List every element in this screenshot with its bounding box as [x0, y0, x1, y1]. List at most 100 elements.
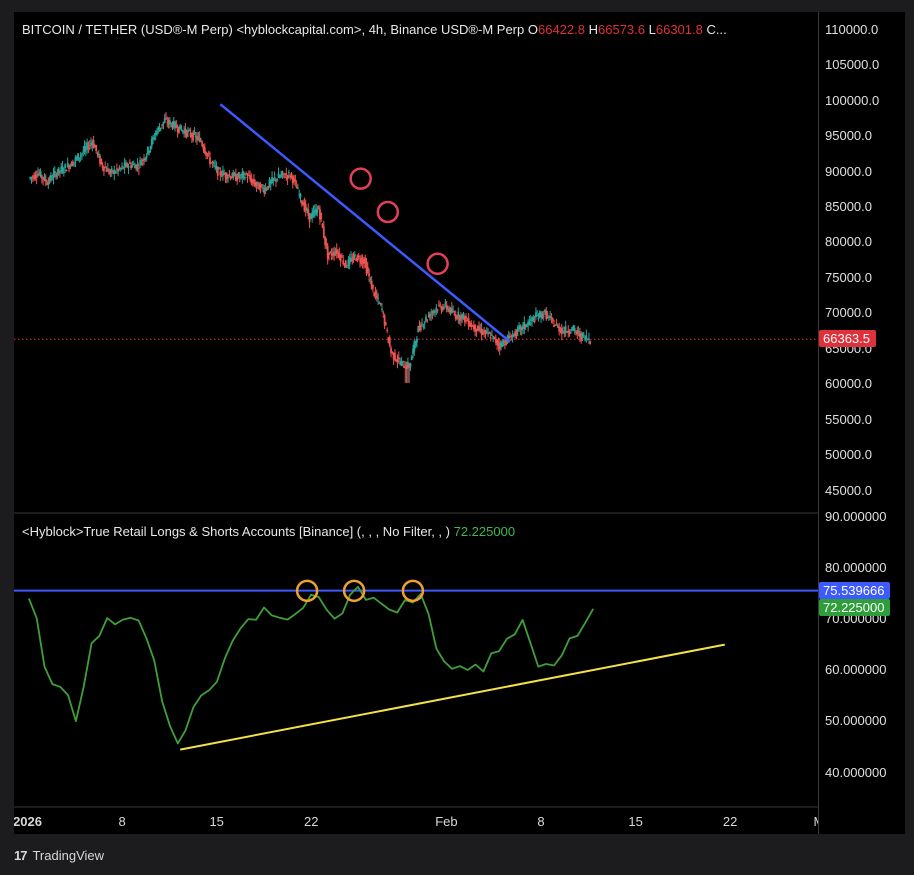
- time-tick-label: 8: [537, 814, 544, 829]
- tradingview-brand: TradingView: [32, 848, 104, 863]
- candle-body: [47, 182, 49, 185]
- price-tick-label: 80.000000: [819, 559, 892, 576]
- candle-body: [137, 164, 139, 166]
- candle-body: [554, 325, 556, 326]
- candle-body: [133, 164, 135, 165]
- price-axis[interactable]: 110000.0 105000.0 100000.0 95000.0 90000.0 85…: [818, 12, 905, 834]
- candle-body: [78, 157, 80, 158]
- time-tick-label: 22: [723, 814, 737, 829]
- candle-body: [284, 177, 286, 178]
- time-tick-label: 15: [209, 814, 223, 829]
- candle-body: [509, 336, 511, 337]
- candle-body: [89, 145, 91, 146]
- candle-body: [276, 179, 278, 180]
- candle-body: [170, 123, 172, 124]
- candle-body: [236, 177, 238, 180]
- price-tick-label: 70000.0: [819, 304, 878, 321]
- candle-body: [501, 343, 503, 347]
- candle-body: [261, 185, 263, 186]
- candle-body: [208, 153, 210, 154]
- candle-body: [342, 260, 344, 264]
- candle-body: [589, 341, 591, 343]
- candle-body: [535, 312, 537, 317]
- candle-body: [358, 256, 360, 257]
- candle-body: [144, 158, 146, 160]
- circle-marker: [428, 254, 448, 274]
- candle-body: [121, 166, 123, 167]
- candle-body: [578, 331, 580, 332]
- candle-body: [576, 330, 578, 334]
- tradingview-logo[interactable]: 17 TradingView: [14, 848, 104, 863]
- candle-body: [329, 252, 331, 253]
- chart-canvas[interactable]: 2026 8 15 22 Feb 8 15 22 Mar: [14, 12, 818, 834]
- candle-body: [139, 160, 141, 162]
- candle-body: [77, 153, 79, 160]
- candle-body: [364, 258, 366, 264]
- candle-body: [283, 173, 285, 174]
- candle-body: [285, 174, 287, 175]
- candle-body: [583, 335, 585, 336]
- candle-body: [488, 333, 490, 334]
- candle-body: [45, 179, 47, 182]
- candle-body: [318, 208, 320, 209]
- candle-body: [226, 174, 228, 180]
- price-tick-label: 95000.0: [819, 127, 878, 144]
- candle-body: [95, 145, 97, 151]
- candle-body: [62, 167, 64, 173]
- symbol-title: BITCOIN / TETHER (USD®-M Perp) <hyblockc…: [22, 22, 524, 37]
- candle-body: [247, 177, 249, 178]
- candle-body: [337, 252, 339, 253]
- candle-body: [98, 154, 100, 156]
- candle-body: [478, 326, 480, 329]
- candle-body: [81, 154, 83, 155]
- price-tick-label: 90000.0: [819, 163, 878, 180]
- price-tick-label: 45000.0: [819, 482, 878, 499]
- candle-body: [288, 172, 290, 173]
- candle-body: [385, 323, 387, 324]
- ascending-support-line: [180, 645, 725, 750]
- candle-body: [375, 291, 377, 295]
- candle-body: [153, 138, 155, 139]
- candle-body: [164, 119, 166, 123]
- time-tick-label: 22: [304, 814, 318, 829]
- candle-body: [424, 323, 426, 324]
- candle-body: [391, 352, 393, 353]
- candle-body: [260, 185, 262, 192]
- candle-body: [138, 168, 140, 169]
- candle-body: [228, 175, 230, 176]
- open-label: O: [528, 22, 538, 37]
- indicator-value: 72.225000: [454, 524, 515, 539]
- candle-body: [197, 136, 199, 137]
- candle-body: [222, 171, 224, 176]
- candle-body: [54, 171, 56, 173]
- candle-body: [354, 254, 356, 257]
- candle-body: [323, 227, 325, 238]
- candle-body: [73, 162, 75, 163]
- price-tick-label: 55000.0: [819, 411, 878, 428]
- candle-body: [194, 132, 196, 134]
- price-tick-label: 60.000000: [819, 661, 892, 678]
- candle-body: [482, 332, 484, 335]
- candle-body: [588, 339, 590, 340]
- candle-body: [351, 259, 353, 261]
- price-tick-label: 110000.0: [819, 21, 884, 38]
- candle-body: [328, 253, 330, 255]
- candle-body: [160, 128, 162, 129]
- candle-body: [340, 255, 342, 261]
- candle-body: [300, 194, 302, 197]
- candle-body: [402, 361, 404, 362]
- candle-body: [381, 309, 383, 310]
- candle-body: [512, 335, 514, 337]
- candle-body: [538, 318, 540, 320]
- candle-body: [463, 313, 465, 316]
- candle-body: [175, 125, 177, 127]
- candle-body: [416, 339, 418, 343]
- candle-body: [188, 130, 190, 131]
- candle-body: [227, 177, 229, 178]
- candle-body: [128, 166, 130, 168]
- candle-body: [552, 318, 554, 320]
- candle-body: [50, 175, 52, 180]
- candle-body: [316, 209, 318, 213]
- candle-body: [131, 165, 133, 166]
- price-tick-label: 85000.0: [819, 198, 878, 215]
